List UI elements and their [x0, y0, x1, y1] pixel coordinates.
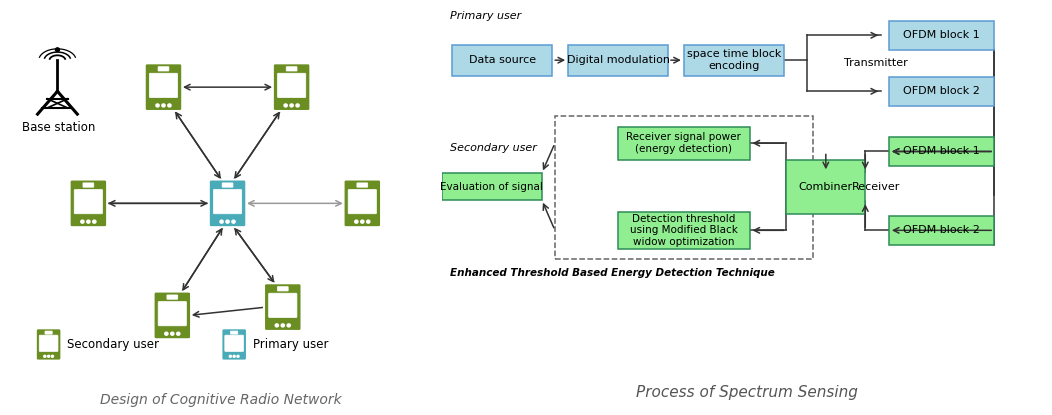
Text: Enhanced Threshold Based Energy Detection Technique: Enhanced Threshold Based Energy Detectio…: [449, 268, 774, 278]
Text: Detection threshold
using Modified Black
widow optimization: Detection threshold using Modified Black…: [630, 214, 737, 247]
Circle shape: [284, 104, 287, 107]
FancyBboxPatch shape: [272, 63, 310, 111]
FancyBboxPatch shape: [69, 179, 107, 227]
Circle shape: [162, 104, 165, 107]
Circle shape: [81, 220, 84, 223]
FancyBboxPatch shape: [75, 189, 102, 214]
Text: Receiver: Receiver: [852, 182, 899, 192]
FancyBboxPatch shape: [167, 295, 178, 299]
Bar: [889, 137, 994, 166]
Circle shape: [276, 324, 279, 327]
Circle shape: [52, 355, 54, 357]
Circle shape: [220, 220, 223, 223]
Circle shape: [168, 104, 171, 107]
Circle shape: [177, 332, 180, 335]
FancyBboxPatch shape: [230, 331, 238, 334]
Circle shape: [170, 332, 174, 335]
Circle shape: [296, 104, 299, 107]
FancyBboxPatch shape: [214, 189, 242, 214]
Bar: [889, 21, 994, 50]
FancyBboxPatch shape: [145, 63, 182, 111]
Text: Primary user: Primary user: [252, 338, 328, 351]
Bar: [684, 44, 784, 76]
Text: Receiver signal power
(energy detection): Receiver signal power (energy detection): [626, 132, 742, 154]
Circle shape: [156, 104, 159, 107]
Bar: [618, 127, 749, 160]
Circle shape: [361, 220, 364, 223]
Text: Evaluation of signal: Evaluation of signal: [441, 182, 543, 192]
FancyBboxPatch shape: [45, 331, 53, 334]
Bar: [889, 77, 994, 106]
Text: Process of Spectrum Sensing: Process of Spectrum Sensing: [636, 385, 857, 400]
FancyBboxPatch shape: [344, 179, 381, 227]
FancyBboxPatch shape: [264, 283, 302, 331]
Circle shape: [93, 220, 96, 223]
Circle shape: [47, 355, 49, 357]
Text: Digital modulation: Digital modulation: [567, 55, 669, 65]
Circle shape: [287, 324, 290, 327]
FancyBboxPatch shape: [286, 67, 297, 71]
FancyBboxPatch shape: [278, 287, 288, 291]
Text: Design of Cognitive Radio Network: Design of Cognitive Radio Network: [100, 393, 342, 408]
Circle shape: [165, 332, 168, 335]
Text: space time block
encoding: space time block encoding: [687, 49, 781, 71]
Text: Base station: Base station: [22, 121, 96, 134]
FancyBboxPatch shape: [36, 328, 61, 361]
FancyBboxPatch shape: [357, 183, 368, 187]
Circle shape: [367, 220, 370, 223]
Text: Transmitter: Transmitter: [844, 58, 908, 68]
Text: Primary user: Primary user: [449, 11, 521, 21]
FancyBboxPatch shape: [158, 67, 169, 71]
Circle shape: [86, 220, 90, 223]
Bar: [442, 173, 542, 200]
Bar: [618, 212, 749, 249]
FancyBboxPatch shape: [149, 73, 178, 98]
Bar: [452, 44, 552, 76]
FancyBboxPatch shape: [83, 183, 94, 187]
Circle shape: [56, 48, 59, 51]
Circle shape: [234, 355, 236, 357]
FancyBboxPatch shape: [225, 335, 244, 352]
Bar: [889, 216, 994, 245]
FancyBboxPatch shape: [208, 179, 246, 227]
Circle shape: [281, 324, 284, 327]
Bar: [568, 44, 668, 76]
FancyBboxPatch shape: [39, 335, 58, 352]
Text: OFDM block 2: OFDM block 2: [903, 225, 980, 235]
Circle shape: [229, 355, 231, 357]
Circle shape: [44, 355, 46, 357]
Circle shape: [290, 104, 294, 107]
Text: Combiner: Combiner: [798, 182, 853, 192]
Text: Secondary user: Secondary user: [67, 338, 159, 351]
Text: Secondary user: Secondary user: [449, 144, 537, 154]
FancyBboxPatch shape: [268, 293, 297, 317]
Text: OFDM block 1: OFDM block 1: [904, 146, 979, 156]
Text: OFDM block 1: OFDM block 1: [904, 30, 979, 40]
FancyBboxPatch shape: [154, 291, 191, 339]
FancyBboxPatch shape: [348, 189, 377, 214]
Circle shape: [226, 220, 229, 223]
Circle shape: [231, 220, 236, 223]
FancyBboxPatch shape: [222, 183, 232, 187]
FancyBboxPatch shape: [221, 328, 247, 361]
FancyBboxPatch shape: [278, 73, 306, 98]
Bar: [787, 160, 866, 214]
Circle shape: [355, 220, 358, 223]
Circle shape: [237, 355, 239, 357]
Text: Data source: Data source: [469, 55, 535, 65]
Text: OFDM block 2: OFDM block 2: [903, 86, 980, 96]
FancyBboxPatch shape: [158, 301, 186, 326]
